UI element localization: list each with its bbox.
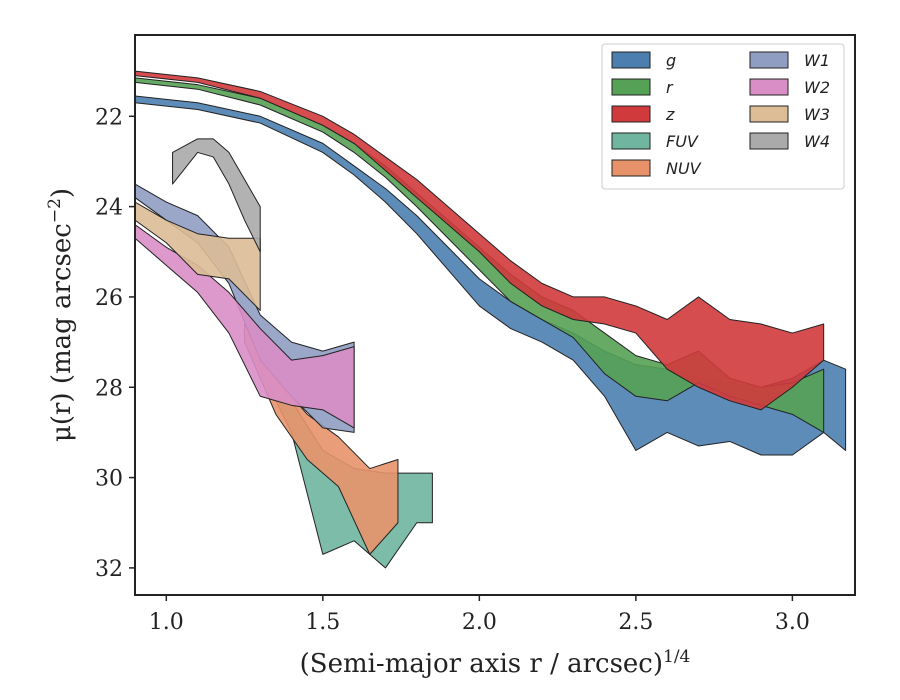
y-tick-label: 32 [95,557,123,582]
legend-swatch-g [611,51,651,69]
legend-swatch-w4 [749,132,789,150]
legend-swatch-w1 [749,51,789,69]
x-axis-label: (Semi-major axis r / arcsec)1/4 [300,647,691,679]
y-axis-label: μ(r) (mag arcsec−2) [45,188,77,442]
y-tick-label: 26 [95,286,123,311]
plot-frame [134,34,856,596]
band-w4 [172,138,261,253]
y-tick-label: 30 [95,467,123,492]
y-tick-label: 22 [95,105,123,130]
legend-swatch-fuv [611,132,651,150]
legend-swatch-w2 [749,78,789,96]
x-tick-label: 2.5 [618,610,653,635]
x-tick-label: 3.0 [775,610,810,635]
legend-label-w1: W1 [804,51,830,70]
legend-label-r: r [666,78,674,97]
legend-label-w2: W2 [804,78,830,97]
x-tick-label: 1.5 [305,610,340,635]
x-tick-label: 2.0 [462,610,497,635]
band-z [135,70,825,411]
band-w2 [135,224,355,429]
legend-label-z: z [665,105,675,124]
legend-label-w3: W3 [804,105,830,124]
legend: grz FUV NUV W1 W2 W3 W4 [601,43,845,190]
legend-label-g: g [666,51,676,70]
y-tick-label: 24 [95,196,123,221]
legend-swatch-r [611,78,651,96]
band-w3 [135,201,261,311]
legend-swatch-z [611,105,651,123]
band-g [135,95,847,456]
x-tick-label: 1.0 [149,610,184,635]
legend-swatch-w3 [749,105,789,123]
legend-label-w4: W4 [804,132,830,151]
legend-label-nuv: NUV [666,159,702,178]
legend-swatch-nuv [611,159,651,177]
axis-ticks: 1.0 1.5 2.0 2.5 3.0 22 24 26 28 30 32 [95,105,810,635]
band-nuv [244,323,399,555]
legend-label-fuv: FUV [666,132,699,151]
y-tick-label: 28 [95,376,123,401]
profile-bands [135,70,847,569]
